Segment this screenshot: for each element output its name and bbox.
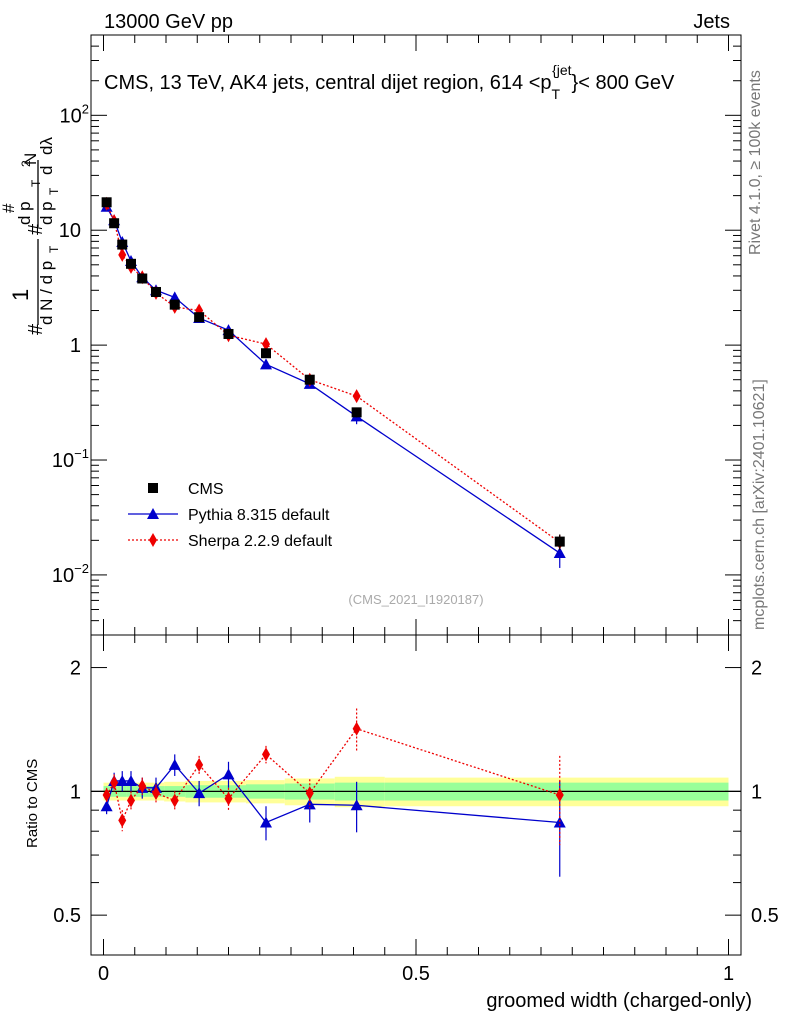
sherpa-point xyxy=(118,247,127,262)
watermark: (CMS_2021_I1920187) xyxy=(348,592,483,607)
pythia-ratio-point xyxy=(350,799,363,811)
plot-title: CMS, 13 TeV, AK4 jets, central dijet reg… xyxy=(104,62,675,102)
sherpa-ratio-point xyxy=(555,787,564,802)
legend-marker xyxy=(147,508,159,519)
legend-label: Pythia 8.315 default xyxy=(188,507,330,524)
svg-text:T: T xyxy=(47,187,61,195)
header-left: 13000 GeV pp xyxy=(104,11,233,33)
header-right: Jets xyxy=(693,11,730,33)
cms-point xyxy=(554,536,565,547)
main-ylabel: # d N / d p T 1 # d p T d p T # d 2 N dλ xyxy=(0,137,61,335)
x-tick-label: 0.5 xyxy=(402,963,430,985)
sherpa-ratio-point xyxy=(102,787,111,802)
cms-point xyxy=(194,312,205,323)
ratio-y-tick-label-right: 1 xyxy=(751,781,762,803)
cms-point xyxy=(169,299,180,310)
legend: CMS Pythia 8.315 default Sherpa 2.2.9 defa… xyxy=(128,481,333,550)
svg-text:T: T xyxy=(29,179,43,187)
x-tick-label: 1 xyxy=(723,963,734,985)
ratio-y-tick-label: 1 xyxy=(70,781,81,803)
cms-point xyxy=(351,407,362,418)
legend-marker xyxy=(148,483,158,493)
pythia-ratio-point xyxy=(116,774,129,786)
svg-text:dλ: dλ xyxy=(37,137,56,155)
svg-text:#: # xyxy=(25,323,47,335)
sherpa-ratio-point xyxy=(152,786,160,801)
svg-text:#: # xyxy=(25,223,47,235)
cms-point xyxy=(223,328,234,339)
pythia-ratio-point xyxy=(125,774,137,786)
sherpa-line xyxy=(106,203,561,543)
cms-point xyxy=(151,286,161,297)
cms-point xyxy=(101,197,112,208)
ratio-y-tick-label: 2 xyxy=(70,658,81,680)
sherpa-ratio-point xyxy=(305,786,314,801)
pythia-point xyxy=(553,547,566,559)
sherpa-ratio-point xyxy=(195,757,204,772)
y-tick-label: 10 xyxy=(59,220,81,242)
sherpa-ratio-point xyxy=(110,775,119,790)
pythia-ratio-point xyxy=(168,758,181,770)
cms-point xyxy=(261,348,271,359)
legend-label: CMS xyxy=(188,481,224,498)
pythia-line xyxy=(106,206,561,554)
cms-point xyxy=(137,273,148,284)
svg-text:d: d xyxy=(37,166,56,175)
legend-marker xyxy=(149,533,157,547)
ratio-series xyxy=(100,708,566,877)
svg-text:N: N xyxy=(21,153,40,165)
pythia-point xyxy=(260,358,272,370)
y-tick-label: 10−1 xyxy=(52,446,89,472)
side-label-rivet: Rivet 4.1.0, ≥ 100k events xyxy=(747,70,764,255)
pythia-ratio-point xyxy=(222,768,235,780)
y-tick-label: 10−2 xyxy=(52,561,89,587)
sherpa-ratio-point xyxy=(352,721,361,736)
sherpa-point xyxy=(262,337,270,352)
cms-point xyxy=(117,239,128,250)
svg-text:#: # xyxy=(0,203,18,213)
svg-text:d N / d p: d N / d p xyxy=(37,261,56,325)
main-series xyxy=(100,196,566,568)
y-tick-label: 102 xyxy=(60,101,89,127)
sherpa-ratio-point xyxy=(170,793,179,808)
svg-text:T: T xyxy=(47,245,61,253)
svg-text:2: 2 xyxy=(19,160,33,167)
ratio-y-tick-label: 0.5 xyxy=(53,905,81,927)
sherpa-ratio-point xyxy=(138,779,147,794)
axis-ticks: 10−2 10−1 1 10 102 0 0.5 1 0.5 0.5 1 1 2 2 xyxy=(52,34,779,985)
pythia-ratio-point xyxy=(260,816,272,828)
svg-text:d p: d p xyxy=(37,201,56,225)
side-label-mcplots: mcplots.cern.ch [arXiv:2401.10621] xyxy=(751,379,768,630)
svg-text:d p: d p xyxy=(15,201,34,225)
pythia-ratio-point xyxy=(553,816,566,828)
sherpa-point xyxy=(352,389,361,404)
x-axis-label: groomed width (charged-only) xyxy=(486,990,752,1012)
cms-point xyxy=(304,374,315,385)
pythia-ratio-point xyxy=(100,800,113,812)
sherpa-ratio-point xyxy=(118,813,127,828)
cms-point xyxy=(109,218,120,229)
svg-text:1: 1 xyxy=(8,289,33,301)
legend-label: Sherpa 2.2.9 default xyxy=(188,533,333,550)
cms-point xyxy=(126,258,136,269)
sherpa-ratio-point xyxy=(127,793,135,808)
y-tick-label: 1 xyxy=(70,335,81,357)
x-tick-label: 0 xyxy=(98,963,109,985)
pythia-ratio-point xyxy=(193,787,206,799)
sherpa-ratio-point xyxy=(224,791,233,806)
ratio-y-tick-label-right: 2 xyxy=(751,658,762,680)
ratio-y-tick-label-right: 0.5 xyxy=(751,905,779,927)
sherpa-ratio-point xyxy=(262,747,270,762)
ratio-ylabel: Ratio to CMS xyxy=(24,759,41,848)
